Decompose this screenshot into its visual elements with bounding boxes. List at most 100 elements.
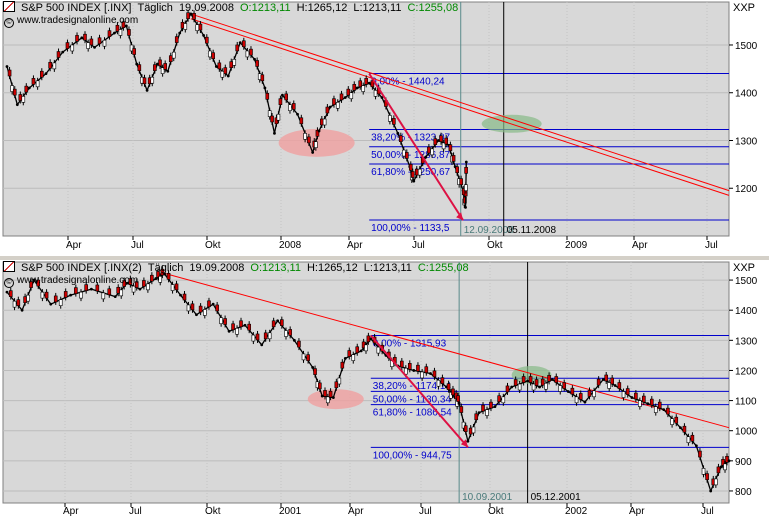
- ohlc-open: O:1213,11: [250, 262, 301, 274]
- x-tick-label: Okt: [205, 240, 221, 251]
- x-tick-label: 2009: [565, 240, 588, 251]
- candle-body: [653, 406, 658, 413]
- axis-ticker-label: XXP: [733, 2, 756, 14]
- candle-body: [119, 289, 124, 297]
- chart-canvas-1[interactable]: 1500 1400 1300 1200 Apr Jul Okt 2008 Apr Jul Okt 20…: [0, 0, 769, 256]
- date-marker-label: 12.09.2008: [464, 225, 514, 236]
- candle-body: [474, 413, 479, 421]
- candle-body: [121, 21, 126, 28]
- candle-body: [142, 77, 147, 85]
- candle-body: [301, 353, 306, 361]
- candle-body: [540, 378, 545, 386]
- x-tick-label: 2008: [279, 240, 302, 251]
- candle-body: [376, 346, 381, 354]
- date-marker-label: 10.09.2001: [462, 492, 512, 503]
- plot-area[interactable]: [2, 1, 730, 237]
- candle-body: [427, 146, 431, 154]
- candle-body: [270, 115, 274, 123]
- candle-body: [392, 118, 396, 125]
- candle-body: [459, 406, 464, 413]
- candle-body: [166, 273, 171, 280]
- candle-body: [58, 299, 63, 306]
- candle-body: [158, 276, 163, 283]
- candle-body: [625, 388, 630, 395]
- candle-body: [18, 94, 23, 101]
- highlight-ellipse-red: [307, 389, 364, 410]
- candle-body: [414, 168, 419, 176]
- candle-body: [716, 466, 721, 474]
- x-tick-label: 2001: [279, 506, 302, 517]
- candle-body: [433, 138, 438, 145]
- candle-body: [217, 62, 222, 70]
- candle-body: [288, 104, 292, 111]
- price-point: [727, 459, 731, 463]
- panel-separator[interactable]: [0, 256, 769, 260]
- candle-body: [446, 383, 451, 390]
- candle-body: [170, 284, 175, 291]
- candle-body: [215, 304, 219, 312]
- trend-line: [190, 18, 730, 196]
- candle-body: [128, 278, 133, 285]
- candle-body: [617, 382, 622, 389]
- candle-body: [682, 425, 687, 433]
- candle-body: [255, 333, 260, 341]
- x-tick-label: 2002: [565, 506, 588, 517]
- candle-body: [451, 388, 455, 396]
- candle-body: [16, 299, 21, 306]
- y-tick-label: 1400: [735, 89, 758, 100]
- trend-line: [190, 13, 730, 192]
- candle-body: [288, 329, 292, 336]
- candle-body: [232, 59, 237, 66]
- candle-body: [134, 281, 139, 288]
- candle-body: [534, 379, 539, 386]
- chart-icon: [3, 261, 15, 272]
- arrow-head: [460, 439, 468, 448]
- candle-body: [265, 93, 270, 100]
- candle-body: [578, 393, 583, 400]
- candle-body: [142, 280, 146, 287]
- y-tick-label: 1300: [735, 336, 758, 347]
- date-marker-label: 05.12.2001: [531, 492, 581, 503]
- candle-body: [102, 39, 107, 47]
- chart-interval: Täglich: [137, 2, 173, 14]
- candle-body: [340, 361, 345, 369]
- candle-body: [410, 171, 415, 178]
- candle-body: [63, 291, 68, 298]
- date-marker-label: 05.11.2008: [507, 225, 557, 236]
- candle-body: [35, 80, 40, 88]
- candle-body: [528, 376, 533, 383]
- candle-body: [657, 401, 662, 409]
- candle-body: [198, 305, 203, 313]
- candle-body: [562, 382, 567, 389]
- x-tick-label: Jul: [131, 240, 144, 251]
- candle-body: [334, 381, 339, 389]
- candle-body: [118, 29, 123, 36]
- x-tick-label: Okt: [488, 506, 504, 517]
- candle-body: [24, 85, 29, 93]
- candle-body: [186, 304, 191, 312]
- candle-body: [168, 55, 173, 62]
- candle-body: [513, 379, 518, 386]
- candle-body: [297, 340, 301, 348]
- price-point: [464, 160, 468, 164]
- candle-body: [456, 395, 460, 402]
- candle-body: [10, 85, 14, 92]
- candle-body: [607, 382, 611, 389]
- candle-body: [89, 38, 94, 46]
- candle-body: [439, 135, 443, 142]
- fibonacci-level-label: 38,20% - 1174,14: [373, 381, 452, 392]
- candle-body: [448, 391, 453, 399]
- copyright-icon: ©: [4, 18, 14, 28]
- candle-body: [74, 287, 78, 294]
- candle-body: [587, 390, 592, 397]
- candle-body: [132, 48, 136, 55]
- chart-canvas-2[interactable]: 1500 1400 1300 1200 1100 1000 900 800 Apr Jul Okt 2…: [0, 260, 769, 520]
- candle-body: [29, 281, 33, 288]
- chart-title: S&P 500 INDEX [.INX(2): [21, 262, 142, 274]
- candle-body: [638, 400, 642, 407]
- candle-body: [517, 383, 522, 391]
- watermark-text: www.tradesignalonline.com: [17, 15, 139, 26]
- x-tick-label: Jul: [129, 506, 142, 517]
- candle-body: [202, 309, 207, 316]
- candle-body: [370, 80, 375, 88]
